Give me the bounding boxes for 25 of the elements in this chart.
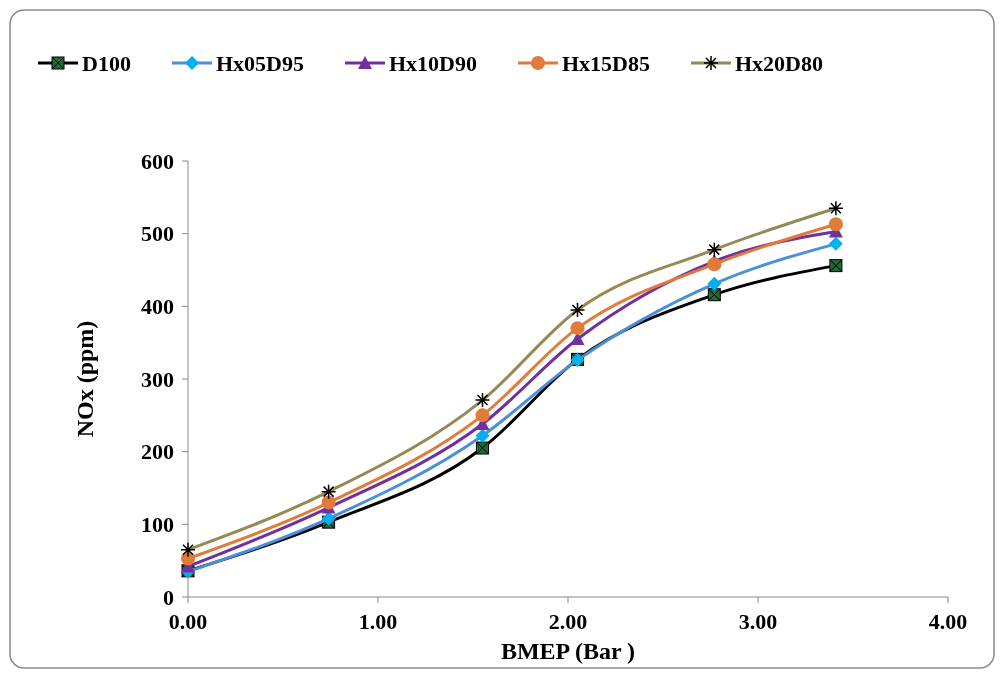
legend-label: Hx20D80: [735, 50, 823, 76]
x-tick-label: 1.00: [358, 609, 398, 634]
y-tick-label: 500: [141, 221, 174, 247]
x-tick-label: 3.00: [738, 609, 778, 634]
point: [570, 332, 585, 346]
y-axis-title: NOx (ppm): [72, 320, 98, 438]
legend-label: D100: [82, 50, 131, 76]
point: [707, 257, 722, 272]
x-tick-label: 4.00: [928, 609, 968, 634]
legend-label: Hx05D95: [216, 50, 304, 76]
y-tick-label: 600: [141, 148, 174, 174]
x-tick-label: 0.00: [168, 609, 208, 634]
point: [321, 495, 336, 510]
legend-label: Hx10D90: [389, 50, 477, 76]
y-tick-label: 200: [141, 439, 174, 465]
y-tick-label: 0: [163, 584, 174, 610]
y-tick-label: 300: [141, 366, 174, 392]
point: [570, 321, 585, 336]
y-tick-label: 100: [141, 512, 174, 538]
legend-label: Hx15D85: [562, 50, 650, 76]
point: [475, 408, 490, 423]
x-tick-label: 2.00: [548, 609, 588, 634]
y-tick-label: 400: [141, 294, 174, 320]
point: [828, 217, 843, 232]
x-axis-title: BMEP (Bar ): [500, 638, 636, 664]
